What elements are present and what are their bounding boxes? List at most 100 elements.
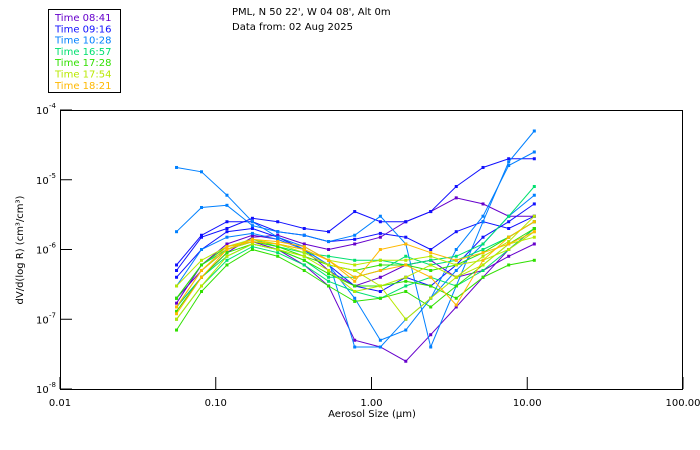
data-point (250, 224, 254, 228)
data-point (507, 240, 511, 244)
data-point (378, 235, 382, 239)
legend-entry: Time 17:54 (54, 70, 111, 81)
data-point (276, 248, 280, 251)
data-point (225, 193, 229, 197)
data-point (507, 157, 511, 161)
data-point (175, 301, 179, 305)
data-point (175, 268, 179, 272)
legend-entry: Time 09:16 (54, 24, 111, 35)
data-point (302, 258, 306, 262)
data-point (250, 248, 254, 251)
data-point (481, 254, 485, 258)
data-point (199, 248, 203, 251)
data-point (175, 165, 179, 169)
data-point (404, 235, 408, 239)
data-point (353, 237, 357, 241)
data-point (175, 275, 179, 279)
data-point (276, 254, 280, 258)
data-point (302, 263, 306, 267)
data-point (507, 214, 511, 218)
series-line (175, 214, 536, 321)
data-point (302, 248, 306, 251)
data-point (353, 299, 357, 303)
data-point (199, 284, 203, 288)
data-point (404, 220, 408, 224)
x-tick-label: 1.00 (360, 398, 382, 409)
data-point (532, 193, 536, 197)
data-point (175, 263, 179, 267)
data-point (481, 263, 485, 267)
header-location: PML, N 50 22', W 04 08', Alt 0m (232, 7, 391, 18)
data-point (532, 129, 536, 133)
data-point (378, 289, 382, 293)
data-point (404, 289, 408, 293)
data-point (532, 235, 536, 239)
data-point (454, 303, 458, 307)
data-point (199, 206, 203, 210)
data-point (454, 185, 458, 189)
data-point (454, 268, 458, 272)
data-point (327, 272, 331, 276)
data-point (175, 305, 179, 309)
data-point (250, 233, 254, 237)
data-point (175, 284, 179, 288)
data-point (454, 305, 458, 309)
data-point (225, 258, 229, 262)
data-point (378, 214, 382, 218)
data-point (378, 231, 382, 235)
data-point (225, 242, 229, 246)
data-point (507, 227, 511, 231)
x-tick-label: 0.01 (49, 398, 71, 409)
data-point (507, 160, 511, 164)
data-point (454, 275, 458, 279)
data-point (454, 230, 458, 234)
data-point (225, 263, 229, 267)
data-point (225, 254, 229, 258)
data-point (302, 254, 306, 258)
x-tick-label: 0.10 (205, 398, 227, 409)
data-point (250, 220, 254, 224)
y-axis-label: dV/d(log R) (cm³/cm³) (15, 195, 26, 304)
data-point (404, 275, 408, 279)
data-point (532, 157, 536, 161)
data-point (250, 240, 254, 244)
series-line (175, 230, 536, 309)
data-point (532, 258, 536, 262)
header-date: Data from: 02 Aug 2025 (232, 22, 353, 33)
data-point (175, 328, 179, 332)
data-point (532, 230, 536, 234)
data-point (225, 220, 229, 224)
data-point (327, 230, 331, 234)
data-point (225, 235, 229, 239)
data-point (302, 251, 306, 255)
data-point (353, 258, 357, 262)
data-point (507, 220, 511, 224)
data-point (404, 279, 408, 283)
data-point (429, 284, 433, 288)
data-point (404, 258, 408, 262)
legend-box (48, 9, 121, 93)
data-point (532, 214, 536, 218)
data-point (507, 248, 511, 251)
data-point (429, 210, 433, 214)
data-point (429, 275, 433, 279)
data-point (454, 258, 458, 262)
data-point (225, 230, 229, 234)
data-point (199, 289, 203, 293)
x-tick-label: 10.00 (513, 398, 542, 409)
data-point (404, 242, 408, 246)
data-point (454, 248, 458, 251)
y-tick-exponent: -7 (49, 311, 56, 319)
data-point (481, 275, 485, 279)
data-point (481, 258, 485, 262)
data-point (199, 258, 203, 262)
series-line (175, 157, 536, 272)
data-point (378, 258, 382, 262)
data-point (532, 202, 536, 206)
data-point (276, 233, 280, 237)
data-point (404, 254, 408, 258)
data-point (276, 230, 280, 234)
data-point (378, 263, 382, 267)
